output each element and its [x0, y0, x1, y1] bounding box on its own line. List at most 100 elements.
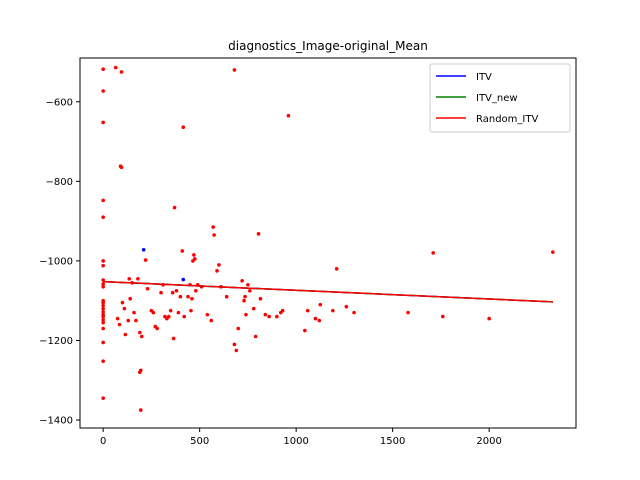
plot-frame — [79, 57, 577, 429]
chart-title: diagnostics_Image-original_Mean — [228, 39, 428, 53]
data-point-itv — [181, 277, 186, 282]
data-point-random-itv — [236, 326, 241, 331]
data-point-random-itv — [205, 312, 210, 317]
legend-label-itv: ITV — [476, 72, 492, 83]
data-point-random-itv — [126, 318, 131, 323]
data-point-random-itv — [182, 314, 187, 319]
x-tick-label: 1000 — [283, 436, 308, 447]
data-point-random-itv — [174, 288, 179, 293]
data-point-random-itv — [246, 282, 250, 287]
x-axis: 0 500 1000 1500 2000 — [100, 428, 502, 447]
data-point-random-itv — [305, 308, 310, 313]
data-point-random-itv — [101, 198, 105, 203]
data-point-random-itv — [352, 310, 356, 315]
data-point-random-itv — [101, 303, 105, 308]
data-point-random-itv — [286, 113, 291, 118]
data-point-random-itv — [441, 314, 445, 319]
data-point-random-itv — [243, 294, 247, 299]
data-point-random-itv — [280, 308, 285, 313]
data-point-random-itv — [211, 225, 215, 229]
data-point-random-itv — [331, 308, 335, 313]
data-point-random-itv — [145, 286, 150, 291]
data-point-random-itv — [143, 258, 148, 262]
data-point-random-itv — [275, 314, 279, 319]
data-point-random-itv — [193, 288, 198, 293]
data-point-random-itv — [209, 318, 214, 323]
data-point-random-itv — [101, 282, 105, 286]
data-point-random-itv — [344, 304, 349, 309]
data-point-random-itv — [172, 205, 177, 210]
data-point-random-itv — [101, 215, 105, 219]
data-point-random-itv — [224, 294, 229, 299]
y-tick-label: −1400 — [39, 416, 73, 427]
data-point-random-itv — [127, 277, 132, 281]
data-point-random-itv — [256, 232, 261, 236]
data-point-random-itv — [132, 310, 136, 315]
data-point-random-itv — [138, 408, 143, 412]
data-point-random-itv — [192, 253, 196, 257]
data-point-random-itv — [101, 396, 105, 400]
x-tick-label: 0 — [100, 436, 106, 447]
data-point-random-itv — [244, 312, 248, 317]
data-point-random-itv — [303, 328, 307, 333]
data-point-random-itv — [101, 320, 105, 325]
data-point-random-itv — [431, 251, 435, 255]
data-point-random-itv — [248, 288, 252, 293]
data-point-random-itv — [317, 318, 322, 323]
data-point-random-itv — [138, 370, 142, 375]
data-point-random-itv — [180, 249, 185, 253]
data-point-random-itv — [101, 67, 105, 71]
y-tick-label: −800 — [46, 177, 73, 188]
data-point-random-itv — [178, 294, 183, 299]
data-point-random-itv — [190, 296, 194, 301]
data-point-random-itv — [176, 310, 181, 315]
x-tick-label: 2000 — [476, 436, 501, 447]
data-point-random-itv — [122, 306, 127, 311]
data-point-random-itv — [171, 336, 176, 341]
data-point-random-itv — [101, 340, 105, 345]
trend-lines-layer — [103, 280, 553, 303]
data-point-random-itv — [139, 334, 144, 339]
data-point-random-itv — [487, 316, 491, 321]
data-point-random-itv — [193, 257, 197, 261]
data-point-random-itv — [101, 120, 105, 125]
data-point-random-itv — [101, 310, 105, 314]
data-point-random-itv — [267, 314, 271, 319]
data-point-random-itv — [166, 314, 171, 319]
data-point-random-itv — [134, 318, 138, 323]
data-point-random-itv — [113, 65, 118, 70]
data-point-random-itv — [101, 89, 105, 93]
data-point-random-itv — [232, 68, 237, 72]
data-point-random-itv — [101, 317, 105, 322]
points-layer — [101, 65, 555, 412]
trend-line-random-itv — [103, 280, 553, 303]
data-point-random-itv — [101, 259, 105, 263]
legend-label-random-itv: Random_ITV — [476, 114, 538, 125]
data-point-random-itv — [101, 359, 105, 363]
data-point-random-itv — [215, 269, 219, 273]
data-point-random-itv — [123, 332, 128, 337]
data-point-random-itv — [136, 277, 140, 281]
data-point-random-itv — [251, 306, 256, 311]
data-point-random-itv — [217, 263, 221, 267]
data-point-random-itv — [101, 300, 105, 305]
x-tick-label: 1500 — [380, 436, 405, 447]
y-tick-label: −1200 — [39, 336, 73, 347]
legend-label-itv-new: ITV_new — [476, 93, 518, 104]
data-point-random-itv — [128, 296, 132, 301]
data-point-random-itv — [115, 316, 120, 321]
data-point-random-itv — [117, 322, 122, 327]
data-point-random-itv — [334, 267, 339, 271]
data-point-random-itv — [101, 314, 105, 319]
data-point-random-itv — [318, 302, 323, 307]
data-point-random-itv — [159, 290, 163, 295]
data-point-random-itv — [232, 342, 237, 347]
data-point-random-itv — [313, 316, 318, 321]
data-point-random-itv — [263, 312, 268, 317]
data-point-random-itv — [253, 334, 258, 339]
data-point-random-itv — [212, 233, 216, 237]
data-point-random-itv — [119, 165, 124, 170]
data-point-random-itv — [551, 250, 555, 254]
data-point-random-itv — [119, 70, 124, 74]
